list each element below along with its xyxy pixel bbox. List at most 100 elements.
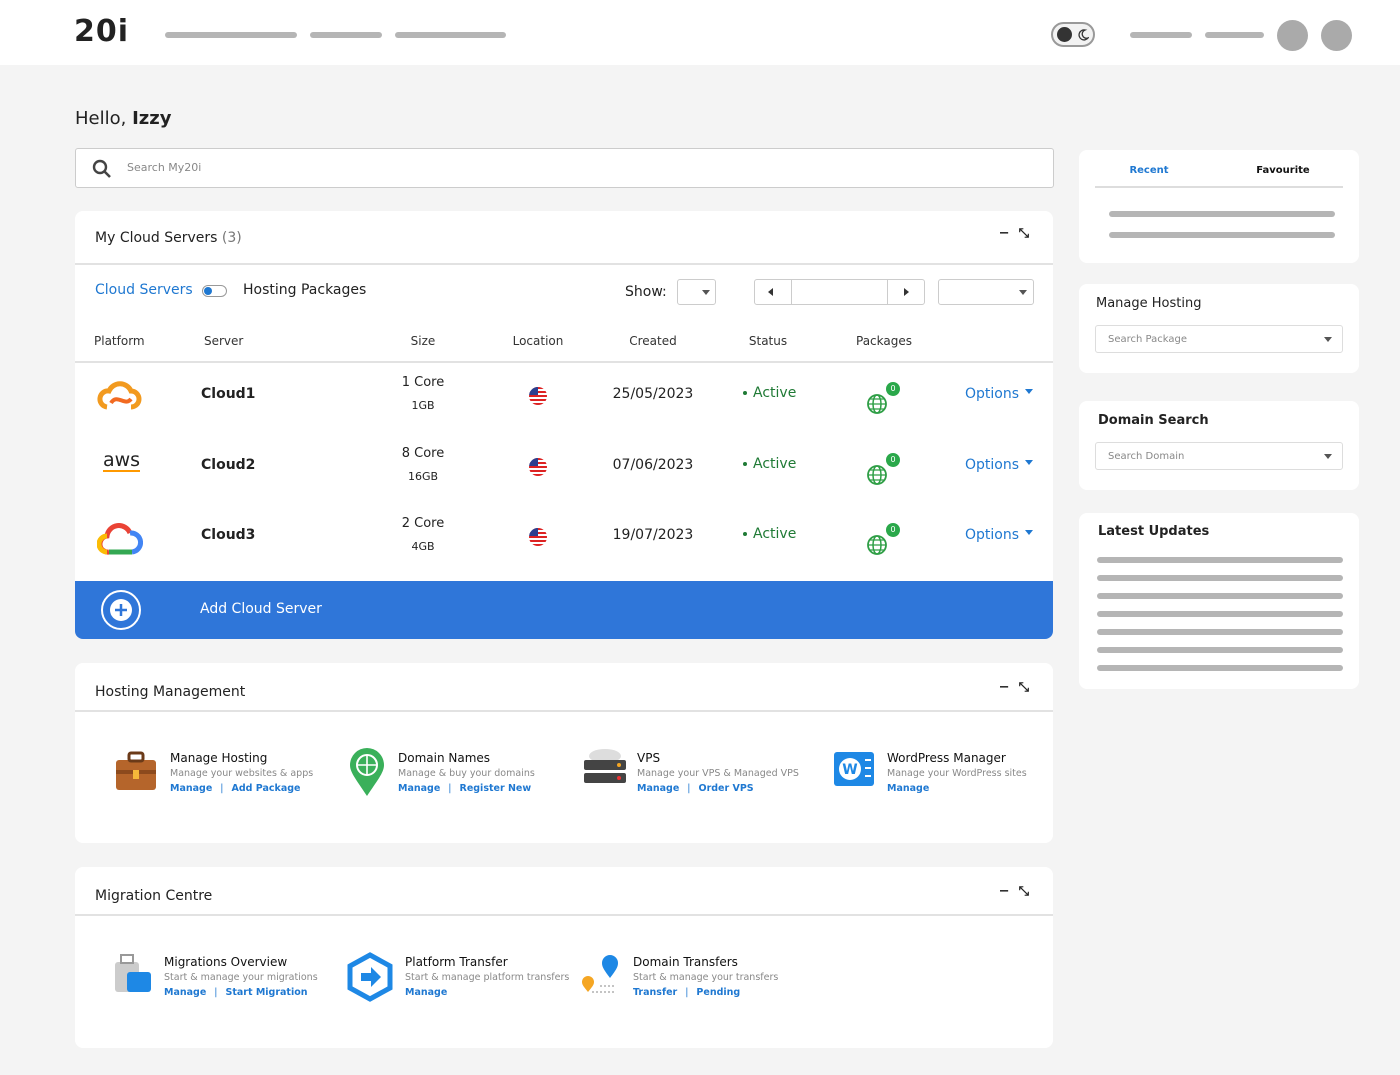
decoration xyxy=(887,280,888,304)
decoration xyxy=(1097,611,1343,617)
decoration xyxy=(1078,29,1089,41)
item-link[interactable]: Start Migration xyxy=(206,987,307,998)
item-link[interactable]: Manage xyxy=(170,783,213,794)
cloud-servers-card: My Cloud Servers (3) − ⤡ Cloud Servers H… xyxy=(75,211,1053,639)
column-header: Location xyxy=(512,334,564,348)
card-controls[interactable]: − ⤡ xyxy=(998,884,1029,899)
nav-placeholder[interactable] xyxy=(1205,32,1264,38)
item-link[interactable]: Manage xyxy=(398,783,441,794)
item-title[interactable]: VPS xyxy=(637,751,661,765)
item-link[interactable]: Order VPS xyxy=(679,783,753,794)
top-bar: 20i xyxy=(0,0,1400,65)
item-title[interactable]: WordPress Manager xyxy=(887,751,1006,765)
decoration xyxy=(868,398,886,410)
pager[interactable] xyxy=(754,279,925,305)
decoration xyxy=(529,387,547,405)
options-menu[interactable]: Options xyxy=(965,457,1033,473)
filter-select[interactable] xyxy=(938,279,1034,305)
decoration xyxy=(529,457,547,476)
show-select[interactable] xyxy=(677,279,716,305)
options-menu[interactable]: Options xyxy=(965,386,1033,402)
item-title[interactable]: Domain Names xyxy=(398,751,491,765)
decoration xyxy=(75,263,1053,265)
item-title[interactable]: Manage Hosting xyxy=(170,751,268,765)
options-menu[interactable]: Options xyxy=(965,527,1033,543)
tab[interactable]: Recent xyxy=(1129,165,1169,176)
greeting-name: Izzy xyxy=(132,108,172,129)
created-date: 19/07/2023 xyxy=(612,527,694,543)
item-title[interactable]: Migrations Overview xyxy=(164,955,288,969)
decoration xyxy=(702,290,710,299)
column-header: Status xyxy=(748,334,788,348)
nav-placeholder[interactable] xyxy=(310,32,382,38)
column-header: Size xyxy=(410,334,436,348)
decoration xyxy=(867,464,887,485)
server-name: Cloud1 xyxy=(201,386,256,402)
nav-placeholder[interactable] xyxy=(395,32,506,38)
search-box[interactable]: Search My20i xyxy=(75,148,1054,188)
decoration xyxy=(1097,575,1343,581)
decoration xyxy=(1109,232,1335,238)
item-link[interactable]: Add Package xyxy=(212,783,300,794)
decoration xyxy=(868,539,886,551)
item-link[interactable]: Register New xyxy=(440,783,531,794)
card-title: Hosting Management xyxy=(95,684,246,700)
select-placeholder: Search Domain xyxy=(1108,451,1185,462)
packages-count: 0 xyxy=(886,452,900,467)
item-link[interactable]: Manage xyxy=(164,987,207,998)
avatar[interactable] xyxy=(1321,20,1352,51)
location-flag xyxy=(528,527,548,551)
status: Active xyxy=(743,526,796,542)
toggle-left[interactable]: Cloud Servers xyxy=(95,282,193,298)
card-title: Domain Search xyxy=(1098,413,1209,428)
packages-count: 0 xyxy=(886,523,900,537)
nav-placeholder[interactable] xyxy=(1130,32,1192,38)
view-switch[interactable] xyxy=(202,285,227,297)
item-links: ManageAdd Package xyxy=(170,783,313,794)
item-title[interactable]: Platform Transfer xyxy=(405,955,508,969)
search-placeholder: Search My20i xyxy=(127,161,202,174)
item-link[interactable]: Transfer xyxy=(633,987,678,998)
toggle-right[interactable]: Hosting Packages xyxy=(243,282,367,298)
platform-logo xyxy=(97,379,143,419)
card-controls[interactable]: − ⤡ xyxy=(998,226,1029,241)
server-name: Cloud3 xyxy=(201,527,256,543)
item-icon xyxy=(578,952,622,1002)
decoration xyxy=(529,465,547,468)
column-header: Created xyxy=(629,334,677,348)
item-link[interactable]: Manage xyxy=(405,987,448,998)
decoration xyxy=(1109,211,1335,217)
item-link[interactable]: Manage xyxy=(887,783,930,794)
card-title: Manage Hosting xyxy=(1096,296,1202,311)
tab[interactable]: Favourite xyxy=(1256,165,1310,176)
feature-item: Platform Transfer Start & manage platform… xyxy=(405,955,569,998)
avatar[interactable] xyxy=(1277,20,1308,51)
decoration xyxy=(865,759,871,777)
decoration xyxy=(115,954,151,992)
status: Active xyxy=(743,456,796,472)
packages-count: 0 xyxy=(886,382,900,396)
server-row[interactable]: Cloud1 1 Core 1GB 25/05/2023 Active 0 Options xyxy=(75,362,1053,432)
decoration xyxy=(1057,27,1072,42)
item-title[interactable]: Domain Transfers xyxy=(633,955,738,969)
item-link[interactable]: Manage xyxy=(637,783,680,794)
card-controls[interactable]: − ⤡ xyxy=(998,680,1029,695)
decoration xyxy=(582,976,594,992)
add-cloud-server[interactable]: Add Cloud Server xyxy=(75,581,1053,639)
server-row[interactable]: Cloud3 2 Core 4GB 19/07/2023 Active 0 Options xyxy=(75,503,1053,573)
package-select[interactable]: Search Package xyxy=(1095,325,1343,353)
item-links: ManageStart Migration xyxy=(164,987,318,998)
item-description: Start & manage your migrations xyxy=(164,972,318,983)
column-header: Platform xyxy=(94,334,145,348)
item-link[interactable]: Pending xyxy=(677,987,740,998)
decoration xyxy=(582,955,618,993)
decoration xyxy=(109,397,133,405)
decoration xyxy=(529,469,547,472)
server-row[interactable]: aws Cloud2 8 Core 16GB 07/06/2023 Active 0 Opti… xyxy=(75,433,1053,503)
logo[interactable]: 20i xyxy=(74,14,130,49)
recent-card: Recent Favourite xyxy=(1079,150,1359,263)
nav-placeholder[interactable] xyxy=(165,32,297,38)
item-description: Manage your websites & apps xyxy=(170,768,314,779)
domain-select[interactable]: Search Domain xyxy=(1095,442,1343,470)
theme-toggle[interactable] xyxy=(1051,22,1095,47)
